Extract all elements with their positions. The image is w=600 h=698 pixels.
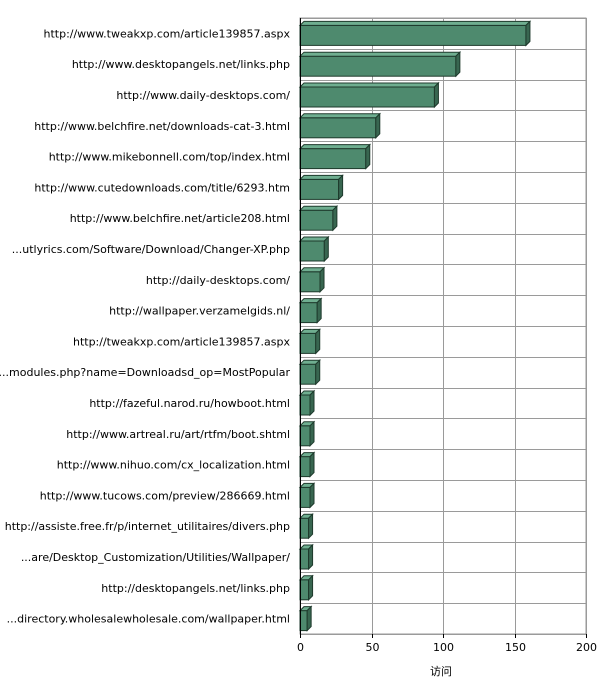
bar <box>298 297 323 324</box>
bar <box>298 204 339 232</box>
x-tick-label-100: 100 <box>433 641 454 654</box>
bar-front <box>299 302 318 324</box>
category-label: http://www.belchfire.net/downloads-cat-3… <box>34 120 290 133</box>
bar <box>298 482 316 509</box>
bar-front <box>299 332 317 354</box>
x-axis-title: 访问 <box>430 665 452 678</box>
bar-front <box>299 86 435 108</box>
bar-side <box>315 358 321 386</box>
bar <box>298 235 330 263</box>
bar-front <box>299 240 325 262</box>
bar-front <box>299 117 377 139</box>
bar <box>298 605 313 632</box>
category-label: http://www.daily-desktops.com/ <box>116 89 290 102</box>
bar-top <box>298 20 532 26</box>
bar <box>298 543 314 571</box>
category-label: http://www.desktopangels.net/links.php <box>72 58 290 71</box>
bar <box>298 266 326 294</box>
bar-top <box>298 174 344 180</box>
bar-front <box>299 517 310 539</box>
bar-front <box>299 148 367 170</box>
bar-side <box>338 174 344 201</box>
bar-front <box>299 579 310 601</box>
bar-front <box>299 363 317 385</box>
x-axis: 0 50 100 150 200 <box>297 18 597 654</box>
bar-side <box>455 50 461 78</box>
bar <box>298 112 381 140</box>
bar-front <box>299 548 310 570</box>
bar-front <box>299 209 334 231</box>
bar-side <box>308 574 314 602</box>
bar <box>298 512 314 540</box>
x-tick-label-50: 50 <box>366 641 380 654</box>
category-label: ...modules.php?name=Downloadsd_op=MostPo… <box>0 366 290 379</box>
bar-front <box>299 394 311 416</box>
bar <box>298 174 344 201</box>
bar-side <box>525 20 531 47</box>
bar-side <box>315 328 321 355</box>
bar-side <box>433 81 439 109</box>
x-tick-label-150: 150 <box>505 641 526 654</box>
category-label: http://assiste.free.fr/p/internet_utilit… <box>5 520 290 533</box>
bar-side <box>309 451 315 478</box>
category-label: http://www.belchfire.net/article208.html <box>70 212 290 225</box>
category-label: http://www.nihuo.com/cx_localization.htm… <box>57 459 290 472</box>
bar-front <box>299 178 340 200</box>
category-label: http://www.mikebonnell.com/top/index.htm… <box>49 151 290 164</box>
bar-front <box>299 271 321 293</box>
bar-side <box>308 512 314 540</box>
category-label: ...directory.wholesalewholesale.com/wall… <box>7 613 290 626</box>
bar-front <box>299 456 311 478</box>
x-tick-label-0: 0 <box>297 641 304 654</box>
bar-top <box>298 144 371 150</box>
bar-side <box>309 420 315 448</box>
bar-top <box>298 113 381 119</box>
bar <box>298 143 371 170</box>
bar-front <box>299 610 308 632</box>
bar <box>298 420 316 448</box>
bar <box>298 20 532 47</box>
bar-top <box>298 236 330 242</box>
category-label: ...utlyrics.com/Software/Download/Change… <box>12 243 290 256</box>
bar <box>298 81 440 109</box>
bar-front <box>299 425 311 447</box>
bar-side <box>308 543 314 571</box>
bar-side <box>332 204 338 232</box>
bar <box>298 328 321 355</box>
bar-side <box>323 235 329 263</box>
bar <box>298 50 462 78</box>
category-label: http://www.tucows.com/preview/286669.htm… <box>40 489 290 502</box>
category-label: http://fazeful.narod.ru/howboot.html <box>89 397 290 410</box>
bar-front <box>299 24 527 46</box>
bar <box>298 574 314 602</box>
grid-layer <box>299 17 587 635</box>
category-label: http://daily-desktops.com/ <box>146 274 290 287</box>
bar-top <box>298 205 339 211</box>
category-label: http://www.cutedownloads.com/title/6293.… <box>34 181 290 194</box>
category-label: http://wallpaper.verzamelgids.nl/ <box>109 305 290 318</box>
category-label: http://www.tweakxp.com/article139857.asp… <box>43 27 290 40</box>
bar-side <box>365 143 371 170</box>
bar-front <box>299 55 457 77</box>
bar-top <box>298 82 440 88</box>
bar <box>298 358 321 386</box>
bar-front <box>299 486 311 508</box>
category-label: http://tweakxp.com/article139857.aspx <box>73 335 291 348</box>
bar-top <box>298 51 462 57</box>
category-label: http://www.artreal.ru/art/rtfm/boot.shtm… <box>66 428 290 441</box>
bar-side <box>309 482 315 509</box>
bar-side <box>375 112 381 140</box>
category-label: ...are/Desktop_Customization/Utilities/W… <box>21 551 290 564</box>
x-tick-label-200: 200 <box>576 641 597 654</box>
category-label: http://desktopangels.net/links.php <box>101 582 290 595</box>
bar-side <box>306 605 312 632</box>
bar-side <box>319 266 325 294</box>
bar-side <box>316 297 322 324</box>
bar-side <box>309 389 315 417</box>
bar <box>298 389 316 417</box>
bar <box>298 451 316 478</box>
category-labels: http://www.tweakxp.com/article139857.asp… <box>0 27 290 625</box>
